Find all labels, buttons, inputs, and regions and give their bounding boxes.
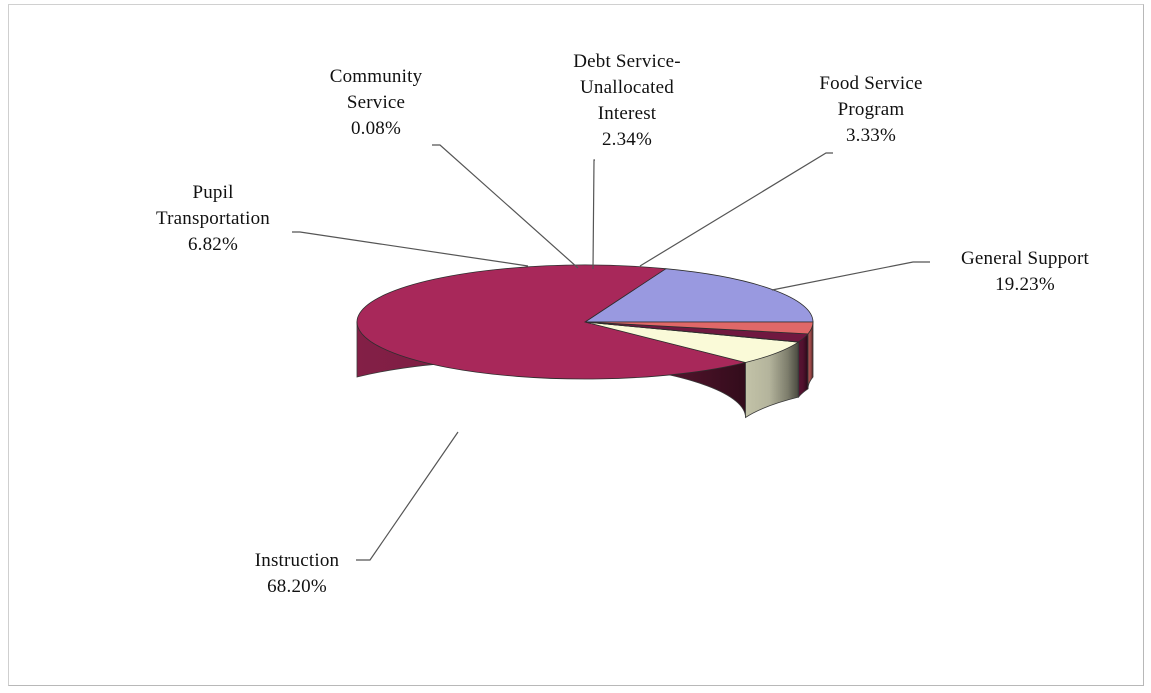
slice-name-label: Community: [330, 66, 423, 87]
slice-label: General Support 19.23%: [961, 248, 1090, 295]
slice-name-label: Instruction: [255, 550, 340, 571]
leader-line: [432, 144, 579, 269]
leader-lines: [292, 144, 930, 561]
leader-line: [356, 431, 459, 561]
slice-name-label: Unallocated: [580, 77, 674, 98]
leader-line: [592, 159, 595, 270]
slice-label: Food Service Program 3.33%: [819, 73, 922, 146]
slice-value-label: 68.20%: [267, 576, 327, 597]
slice-value-label: 6.82%: [188, 234, 238, 255]
slice-name-label: General Support: [961, 248, 1090, 269]
leader-line: [639, 152, 833, 267]
slice-name-label: Food Service: [819, 73, 922, 94]
slice-value-label: 19.23%: [995, 274, 1055, 295]
slice-name-label: Interest: [598, 103, 657, 124]
slice-value-label: 3.33%: [846, 125, 896, 146]
slice-name-label: Program: [838, 99, 905, 120]
slice-name-label: Service: [347, 92, 405, 113]
slice-label: Instruction 68.20%: [255, 550, 340, 597]
slice-labels: General Support 19.23% Instruction 68.20% Pu…: [156, 51, 1090, 597]
pie-slice: [356, 264, 746, 380]
slice-value-label: 2.34%: [602, 129, 652, 150]
slice-label: Debt Service- Unallocated Interest 2.34%: [573, 51, 681, 150]
slice-name-label: Pupil: [192, 182, 233, 203]
slice-label: Pupil Transportation 6.82%: [156, 182, 270, 255]
leader-line: [292, 231, 529, 267]
slice-value-label: 0.08%: [351, 118, 401, 139]
slice-name-label: Transportation: [156, 208, 270, 229]
pie-slice-side: [798, 333, 809, 398]
pie-slice: [584, 321, 814, 335]
slice-name-label: Debt Service-: [573, 51, 681, 72]
leader-line: [771, 261, 930, 291]
slice-label: Community Service 0.08%: [330, 66, 423, 139]
pie-slices: [356, 264, 814, 380]
